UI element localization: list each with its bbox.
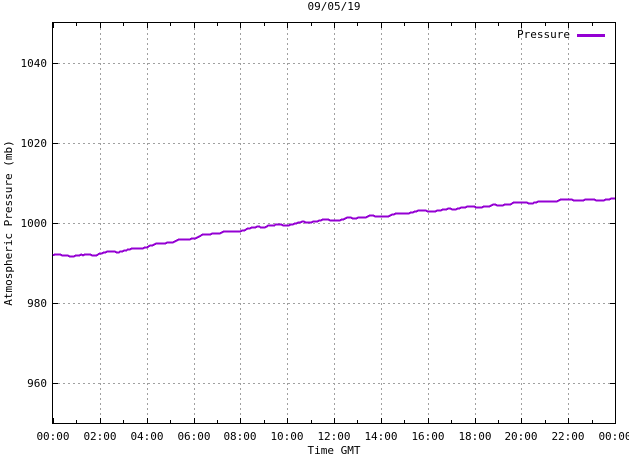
legend-label: Pressure: [517, 28, 570, 41]
x-axis-label: Time GMT: [307, 444, 361, 457]
y-tick-label: 960: [27, 377, 47, 390]
x-tick-label: 22:00: [551, 430, 584, 443]
x-tick-label: 08:00: [223, 430, 256, 443]
x-tick-label: 06:00: [177, 430, 210, 443]
plot-border: [52, 22, 616, 424]
x-tick-label: 12:00: [317, 430, 350, 443]
y-tick-label: 1040: [21, 57, 48, 70]
x-tick-label: 18:00: [458, 430, 491, 443]
x-tick-label: 00:00: [598, 430, 629, 443]
legend-line-sample: [577, 33, 605, 37]
y-tick-label: 1000: [21, 217, 48, 230]
chart-title: 09/05/19: [307, 0, 361, 13]
x-tick-label: 02:00: [83, 430, 116, 443]
x-tick-label: 16:00: [411, 430, 444, 443]
x-tick-label: 00:00: [36, 430, 69, 443]
y-tick-label: 980: [27, 297, 47, 310]
x-tick-label: 20:00: [504, 430, 537, 443]
x-tick-label: 14:00: [364, 430, 397, 443]
pressure-line: [52, 197, 615, 258]
x-tick-label: 10:00: [270, 430, 303, 443]
y-tick-label: 1020: [21, 137, 48, 150]
legend: Pressure: [517, 29, 605, 41]
x-tick-label: 04:00: [130, 430, 163, 443]
y-axis-label: Atmospheric Pressure (mb): [2, 140, 15, 306]
